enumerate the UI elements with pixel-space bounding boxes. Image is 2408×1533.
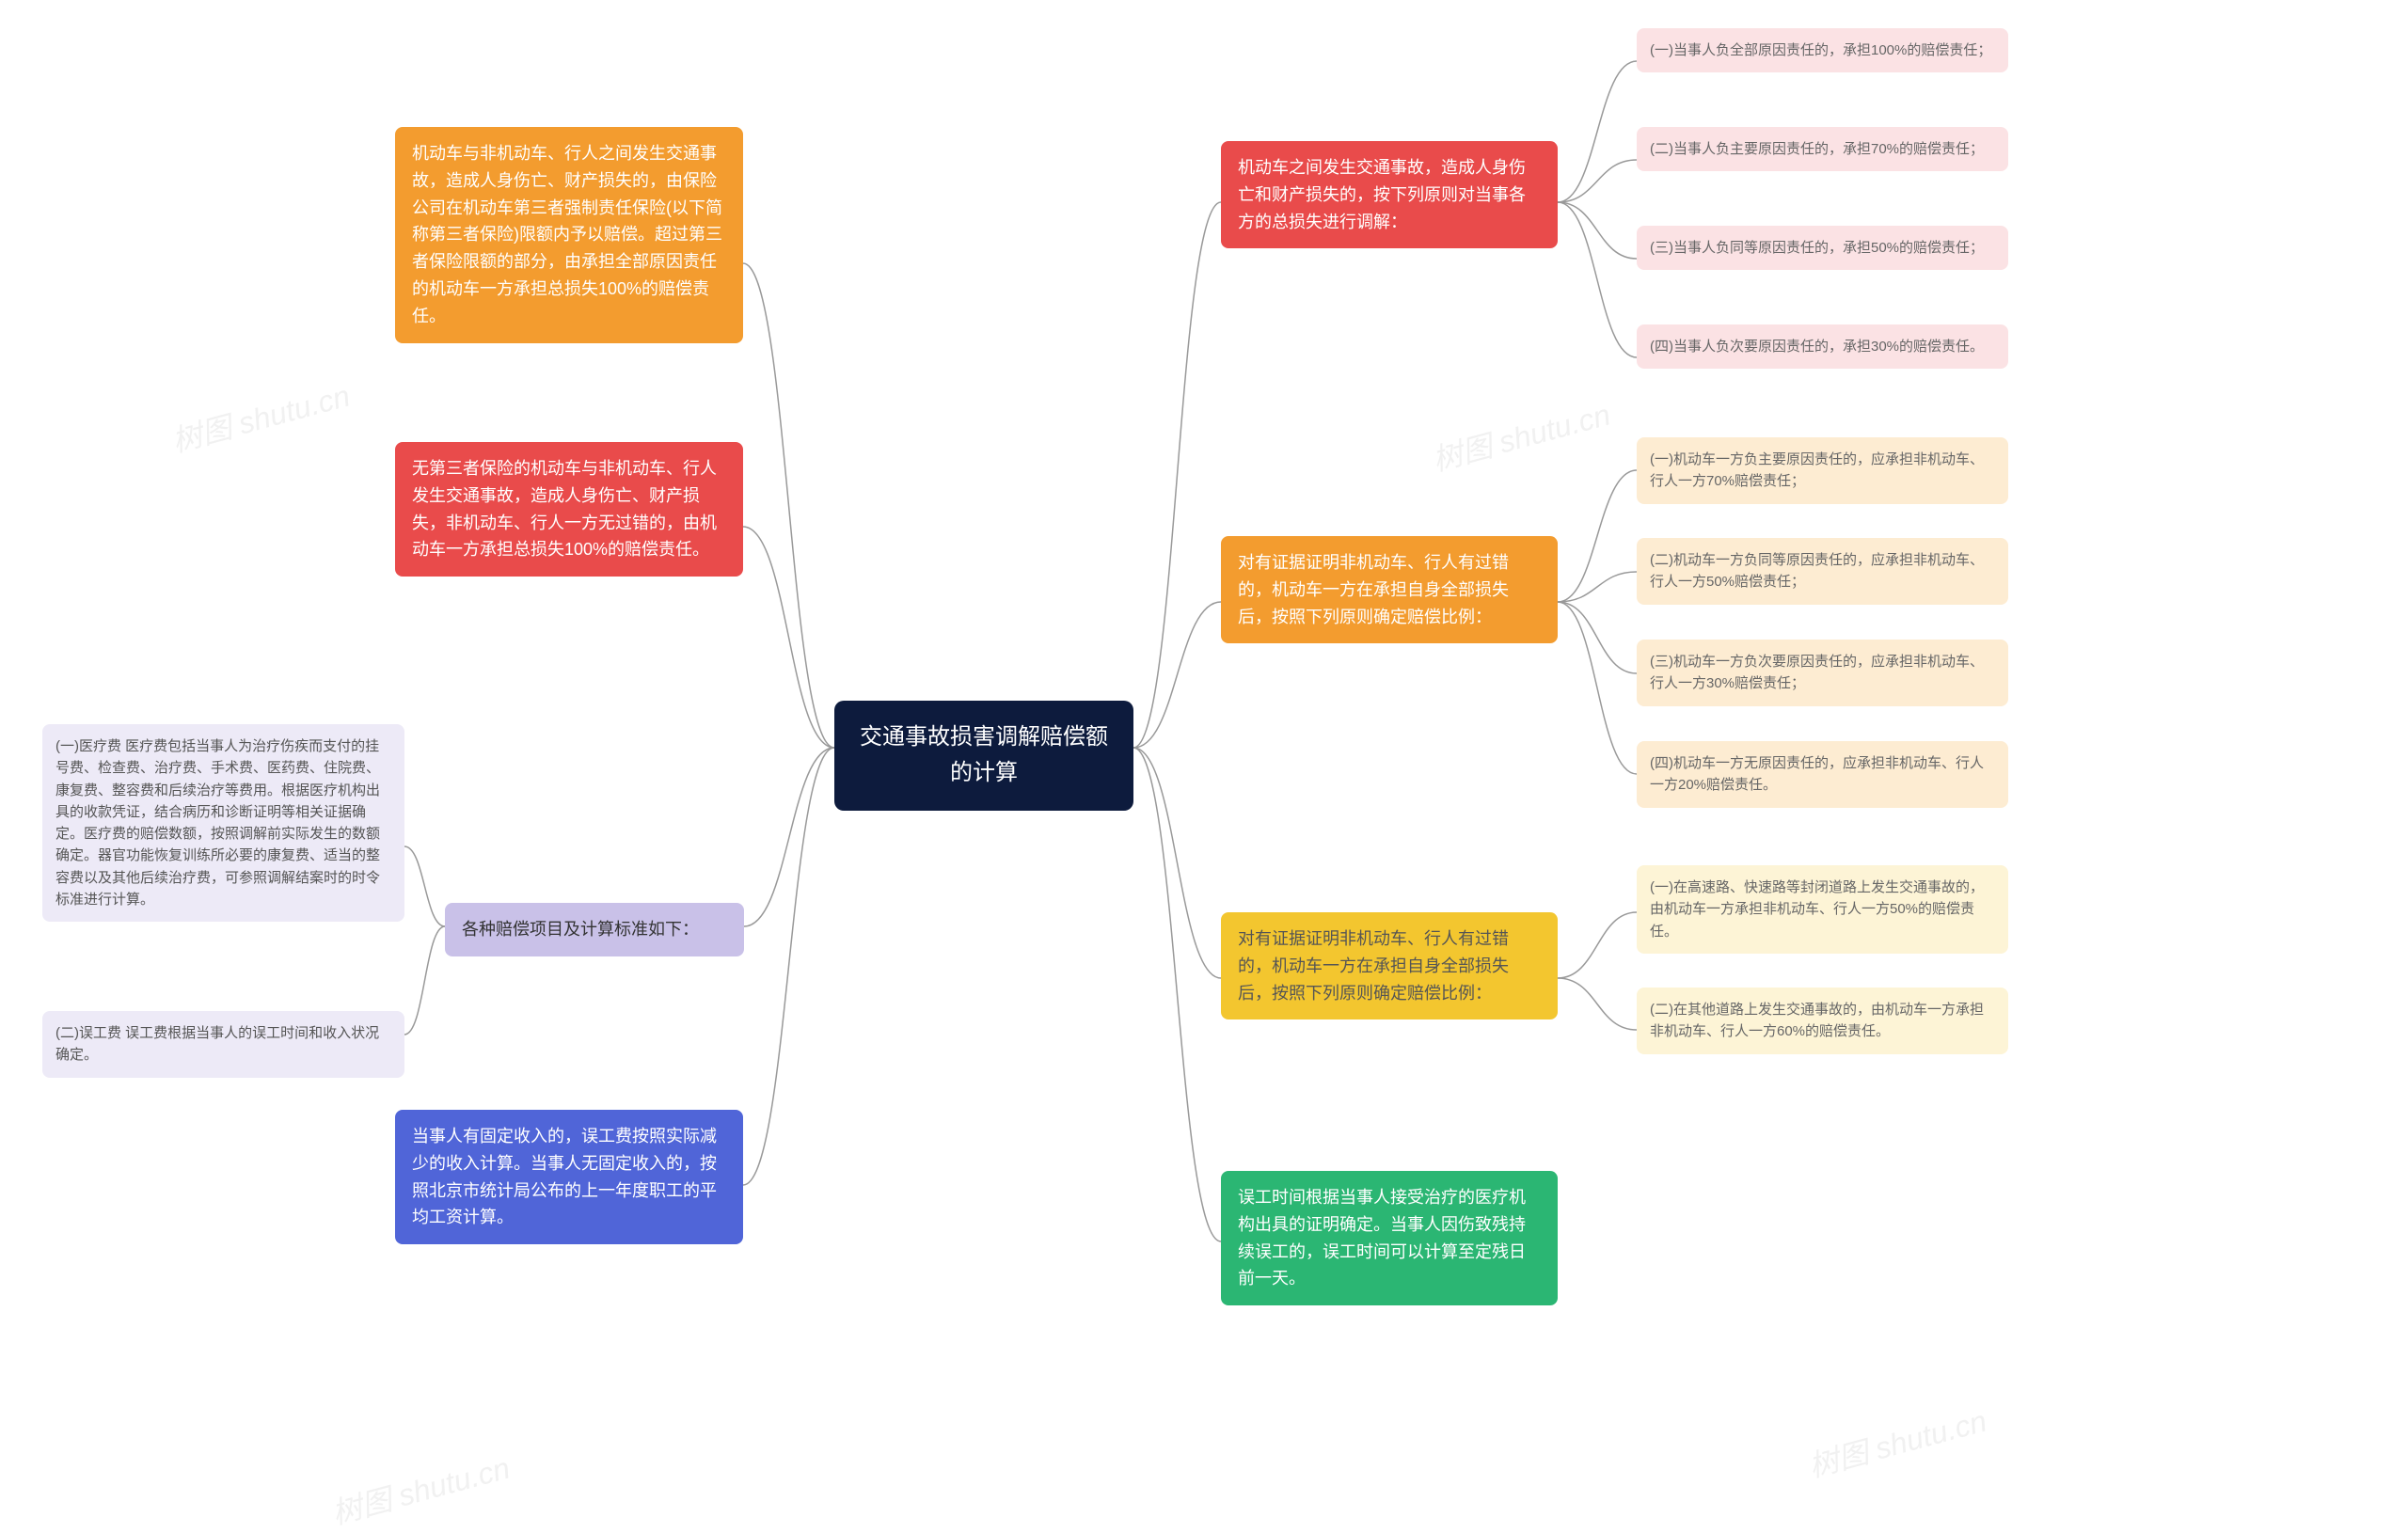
mindmap-node[interactable]: (三)当事人负同等原因责任的，承担50%的赔偿责任；	[1637, 226, 2008, 270]
watermark: 树图 shutu.cn	[166, 372, 354, 462]
mindmap-node[interactable]: (一)医疗费 医疗费包括当事人为治疗伤疾而支付的挂号费、检查费、治疗费、手术费、…	[42, 724, 404, 922]
mindmap-node[interactable]: 机动车之间发生交通事故，造成人身伤亡和财产损失的，按下列原则对当事各方的总损失进…	[1221, 141, 1558, 248]
watermark: 树图 shutu.cn	[326, 1445, 514, 1533]
mindmap-node[interactable]: (二)在其他道路上发生交通事故的，由机动车一方承担非机动车、行人一方60%的赔偿…	[1637, 988, 2008, 1054]
mindmap-node[interactable]: (一)机动车一方负主要原因责任的，应承担非机动车、行人一方70%赔偿责任；	[1637, 437, 2008, 504]
mindmap-node[interactable]: (一)当事人负全部原因责任的，承担100%的赔偿责任；	[1637, 28, 2008, 72]
center-node[interactable]: 交通事故损害调解赔偿额的计算	[834, 701, 1133, 811]
mindmap-node[interactable]: (四)当事人负次要原因责任的，承担30%的赔偿责任。	[1637, 324, 2008, 369]
mindmap-node[interactable]: (四)机动车一方无原因责任的，应承担非机动车、行人一方20%赔偿责任。	[1637, 741, 2008, 808]
mindmap-node[interactable]: 机动车与非机动车、行人之间发生交通事故，造成人身伤亡、财产损失的，由保险公司在机…	[395, 127, 743, 343]
mindmap-node[interactable]: 误工时间根据当事人接受治疗的医疗机构出具的证明确定。当事人因伤致残持续误工的，误…	[1221, 1171, 1558, 1305]
mindmap-node[interactable]: (二)误工费 误工费根据当事人的误工时间和收入状况确定。	[42, 1011, 404, 1078]
mindmap-node[interactable]: (二)当事人负主要原因责任的，承担70%的赔偿责任；	[1637, 127, 2008, 171]
mindmap-node[interactable]: 对有证据证明非机动车、行人有过错的，机动车一方在承担自身全部损失后，按照下列原则…	[1221, 536, 1558, 643]
mindmap-node[interactable]: 无第三者保险的机动车与非机动车、行人发生交通事故，造成人身伤亡、财产损失，非机动…	[395, 442, 743, 577]
mindmap-node[interactable]: 各种赔偿项目及计算标准如下：	[445, 903, 744, 956]
mindmap-node[interactable]: (三)机动车一方负次要原因责任的，应承担非机动车、行人一方30%赔偿责任；	[1637, 640, 2008, 706]
watermark: 树图 shutu.cn	[1803, 1398, 1990, 1487]
mindmap-node[interactable]: (一)在高速路、快速路等封闭道路上发生交通事故的，由机动车一方承担非机动车、行人…	[1637, 865, 2008, 954]
watermark: 树图 shutu.cn	[1427, 391, 1614, 481]
mindmap-node[interactable]: 当事人有固定收入的，误工费按照实际减少的收入计算。当事人无固定收入的，按照北京市…	[395, 1110, 743, 1244]
mindmap-node[interactable]: (二)机动车一方负同等原因责任的，应承担非机动车、行人一方50%赔偿责任；	[1637, 538, 2008, 605]
mindmap-node[interactable]: 对有证据证明非机动车、行人有过错的，机动车一方在承担自身全部损失后，按照下列原则…	[1221, 912, 1558, 1019]
